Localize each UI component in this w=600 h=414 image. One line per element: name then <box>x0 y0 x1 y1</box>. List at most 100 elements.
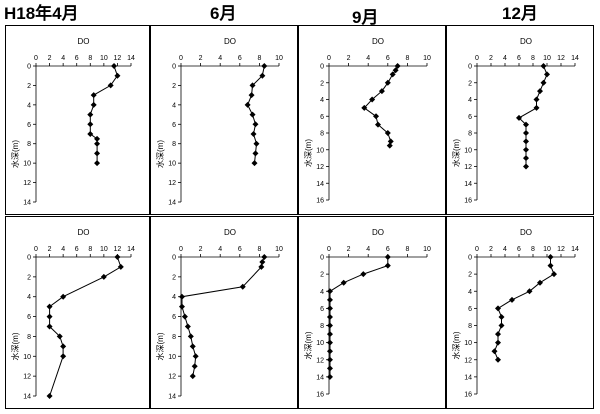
data-point <box>547 262 554 269</box>
header-june: 6月 <box>210 4 237 23</box>
data-point <box>384 262 391 269</box>
x-axis-title: DO <box>78 228 90 237</box>
y-tick-label: 2 <box>27 83 31 90</box>
x-tick-label: 12 <box>557 246 565 253</box>
series-line <box>329 257 389 377</box>
data-point <box>258 263 265 270</box>
data-point <box>375 121 381 128</box>
y-tick-label: 10 <box>464 147 472 154</box>
y-tick-label: 16 <box>464 198 472 205</box>
chart-svg: DO 0 2 4 6 8 10 0 2 4 6 8 10 12 14 水深(m) <box>155 228 283 401</box>
x-tick-label: 2 <box>48 246 52 253</box>
data-point <box>384 254 391 260</box>
data-point <box>107 82 114 89</box>
y-tick-label: 8 <box>320 323 324 330</box>
data-point <box>239 283 246 290</box>
data-point <box>326 305 333 312</box>
y-tick-label: 10 <box>23 354 31 361</box>
y-tick-label: 0 <box>320 255 324 262</box>
data-point <box>248 92 255 99</box>
header-september: 9月 <box>352 8 379 27</box>
y-tick-label: 14 <box>23 200 31 207</box>
data-point <box>326 373 333 380</box>
data-point <box>251 160 258 167</box>
x-tick-label: 10 <box>543 55 551 62</box>
data-point <box>526 288 533 295</box>
x-axis-title: DO <box>224 228 236 237</box>
x-tick-label: 6 <box>75 246 79 253</box>
y-tick-label: 12 <box>316 357 324 364</box>
y-tick-label: 2 <box>320 80 324 87</box>
data-point <box>509 296 515 303</box>
y-tick-label: 14 <box>168 394 176 401</box>
y-tick-label: 10 <box>316 147 324 154</box>
data-point <box>191 363 198 370</box>
x-tick-label: 2 <box>199 246 203 253</box>
y-tick-label: 12 <box>464 164 472 171</box>
data-point <box>495 305 501 312</box>
y-tick-label: 0 <box>468 64 472 71</box>
x-tick-label: 4 <box>61 246 65 253</box>
chart-panel-4: DO 0 2 4 6 8 10 12 14 0 2 4 6 8 10 12 14 16 水深(m) <box>446 25 594 215</box>
data-point <box>387 138 394 145</box>
data-point <box>90 101 97 108</box>
data-point <box>114 254 121 260</box>
y-axis-title: 水深(m) <box>155 140 165 168</box>
x-tick-label: 8 <box>257 55 261 62</box>
y-tick-label: 6 <box>468 306 472 313</box>
y-tick-label: 12 <box>168 180 176 187</box>
data-point <box>184 323 191 330</box>
x-axis-title: DO <box>520 37 532 46</box>
y-tick-label: 6 <box>468 114 472 121</box>
series-line <box>49 256 122 397</box>
data-point <box>94 135 101 142</box>
data-point <box>249 111 256 118</box>
x-tick-label: 10 <box>275 246 283 253</box>
x-tick-label: 4 <box>218 55 222 62</box>
chart-panel-1: DO 0 2 4 6 8 10 12 14 0 2 4 6 8 10 12 14 水深(m) <box>5 25 150 215</box>
data-point <box>495 339 501 346</box>
data-point <box>181 313 188 320</box>
data-point <box>394 63 401 69</box>
x-tick-label: 0 <box>179 55 183 62</box>
chart-panel-7: DO 0 2 4 6 8 10 0 2 4 6 8 10 12 14 16 水深(m) <box>298 216 446 409</box>
x-tick-label: 8 <box>405 55 409 62</box>
y-tick-label: 10 <box>316 340 324 347</box>
x-tick-label: 10 <box>423 55 431 62</box>
y-tick-label: 8 <box>320 131 324 138</box>
y-tick-label: 2 <box>468 80 472 87</box>
y-tick-label: 12 <box>168 374 176 381</box>
data-point <box>189 373 196 380</box>
y-tick-label: 2 <box>27 274 31 281</box>
chart-svg: DO 0 2 4 6 8 10 12 14 0 2 4 6 8 10 12 14 水深(m) <box>10 37 135 207</box>
y-tick-label: 4 <box>172 294 176 301</box>
x-tick-label: 6 <box>386 246 390 253</box>
data-point <box>326 365 333 372</box>
y-tick-label: 6 <box>27 122 31 129</box>
data-point <box>259 258 266 265</box>
data-point <box>544 71 550 78</box>
data-point <box>46 303 53 310</box>
x-tick-label: 0 <box>327 55 331 62</box>
x-tick-label: 4 <box>503 55 507 62</box>
y-tick-label: 8 <box>172 334 176 341</box>
x-tick-label: 10 <box>100 246 108 253</box>
data-point <box>495 356 501 363</box>
x-tick-label: 2 <box>347 55 351 62</box>
y-axis-title: 水深(m) <box>155 332 165 360</box>
x-tick-label: 6 <box>386 55 390 62</box>
data-point <box>378 88 385 95</box>
data-point <box>94 140 101 147</box>
y-tick-label: 10 <box>464 340 472 347</box>
x-tick-label: 14 <box>571 55 579 62</box>
data-point <box>540 79 547 86</box>
data-point <box>537 88 543 95</box>
x-tick-label: 6 <box>238 55 242 62</box>
y-tick-label: 8 <box>468 131 472 138</box>
x-tick-label: 8 <box>88 246 92 253</box>
data-point <box>87 121 94 128</box>
data-point <box>253 140 260 147</box>
y-tick-label: 4 <box>172 102 176 109</box>
chart-panel-6: DO 0 2 4 6 8 10 0 2 4 6 8 10 12 14 水深(m) <box>150 216 298 409</box>
header-april: H18年4月 <box>4 4 79 23</box>
